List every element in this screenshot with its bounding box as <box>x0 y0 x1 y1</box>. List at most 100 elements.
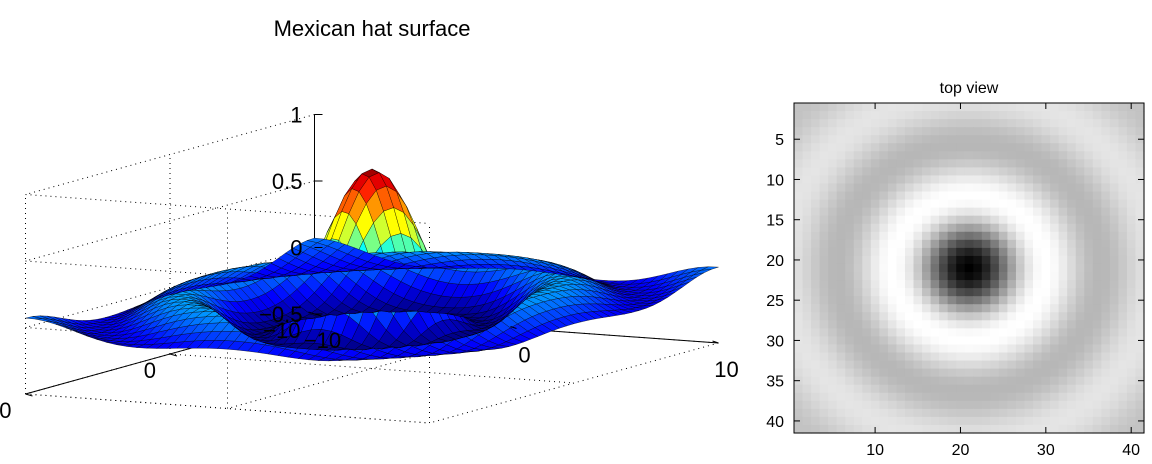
heatmap-cell <box>922 255 932 265</box>
heatmap-cell <box>1126 183 1137 193</box>
heatmap-cell <box>981 304 991 313</box>
heatmap-cell <box>922 376 932 386</box>
heatmap-cell <box>913 143 923 152</box>
heatmap-cell <box>998 119 1009 128</box>
heatmap-cell <box>862 159 872 168</box>
heatmap-cell <box>1007 207 1017 217</box>
heatmap-cell <box>853 336 863 346</box>
heatmap-cell <box>1109 239 1119 249</box>
heatmap-cell <box>1041 416 1051 426</box>
heatmap-cell <box>1050 296 1060 305</box>
heatmap-cell <box>896 167 906 177</box>
heatmap-cell <box>964 328 974 338</box>
heatmap-cell <box>947 135 957 144</box>
z-tick-label: 0 <box>290 236 302 261</box>
heatmap-cell <box>794 392 804 402</box>
heatmap-cell <box>1075 376 1085 386</box>
heatmap-cell <box>939 288 949 297</box>
heatmap-cell <box>922 296 932 305</box>
heatmap-cell <box>845 223 855 233</box>
heatmap-cell <box>1007 223 1017 233</box>
heatmap-cell <box>1067 127 1077 136</box>
heatmap-cell <box>896 272 906 281</box>
heatmap-cell <box>922 167 932 177</box>
heatmap-cell <box>1015 328 1026 338</box>
heatmap-cell <box>896 368 906 378</box>
heatmap-cell <box>1067 368 1077 378</box>
heatmap-cell <box>998 199 1009 209</box>
heatmap-cell <box>836 263 846 273</box>
heatmap-cell <box>1084 255 1094 265</box>
heatmap-cell <box>939 392 949 402</box>
heatmap-cell <box>1015 223 1026 233</box>
heatmap-cell <box>896 215 906 225</box>
heatmap-cell <box>939 280 949 289</box>
heatmap-cell <box>1084 336 1094 346</box>
heatmap-cell <box>964 360 974 370</box>
heatmap-cell <box>1041 231 1051 241</box>
heatmap-cell <box>913 296 923 305</box>
heatmap-cell <box>939 143 949 152</box>
heatmap-cell <box>1050 255 1060 265</box>
heatmap-cell <box>794 199 804 209</box>
heatmap-cell <box>981 135 991 144</box>
heatmap-cell <box>1058 263 1068 273</box>
heatmap-cell <box>981 119 991 128</box>
heatmap-cell <box>802 135 812 144</box>
heatmap-cell <box>1033 111 1043 120</box>
heatmap-cell <box>853 143 863 152</box>
heatmap-cell <box>896 199 906 209</box>
heatmap-cell <box>853 296 863 305</box>
heatmap-cell <box>1109 320 1119 329</box>
heatmap-cell <box>1135 111 1145 120</box>
heatmap-cell <box>939 344 949 354</box>
heatmap-cell <box>870 312 880 321</box>
heatmap-cell <box>836 376 846 386</box>
heatmap-cell <box>1015 207 1026 217</box>
heatmap-cell <box>802 231 812 241</box>
heatmap-cell <box>1033 207 1043 217</box>
heatmap-cell <box>973 424 983 434</box>
heatmap-cell <box>819 127 829 136</box>
heatmap-cell <box>870 199 880 209</box>
heatmap-cell <box>879 400 889 410</box>
heatmap-cell <box>964 288 974 297</box>
heatmap-cell <box>862 263 872 273</box>
heatmap-cell <box>828 103 838 112</box>
heatmap-cell <box>913 207 923 217</box>
heatmap-cell <box>1101 336 1111 346</box>
heatmap-cell <box>1033 312 1043 321</box>
heatmap-cell <box>1015 320 1026 329</box>
heatmap-cell <box>990 280 1000 289</box>
heatmap-cell <box>939 336 949 346</box>
heatmap-cell <box>973 119 983 128</box>
heatmap-cell <box>836 272 846 281</box>
heatmap-cell <box>887 207 898 217</box>
heatmap-cell <box>828 191 838 201</box>
heatmap-cell <box>913 127 923 136</box>
heatmap-cell <box>870 167 880 177</box>
heatmap-cell <box>1135 360 1145 370</box>
heatmap-cell <box>1024 119 1034 128</box>
heatmap-cell <box>1084 376 1094 386</box>
heatmap-cell <box>1126 320 1137 329</box>
heatmap-cell <box>819 167 829 177</box>
heatmap-cell <box>811 151 821 160</box>
heatmap-cell <box>947 416 957 426</box>
heatmap-cell <box>1084 304 1094 313</box>
heatmap-cell <box>1067 424 1077 434</box>
heatmap-cell <box>998 288 1009 297</box>
heatmap-cell <box>1067 352 1077 362</box>
heatmap-cell <box>819 159 829 168</box>
heatmap-cell <box>939 360 949 370</box>
heatmap-cell <box>981 392 991 402</box>
heatmap-cell <box>1101 215 1111 225</box>
heatmap-cell <box>887 255 898 265</box>
heatmap-cell <box>802 223 812 233</box>
heatmap-cell <box>828 159 838 168</box>
heatmap-cell <box>853 408 863 418</box>
heatmap-cell <box>862 408 872 418</box>
heatmap-cell <box>930 103 940 112</box>
heatmap-cell <box>1058 368 1068 378</box>
heatmap-cell <box>1058 183 1068 193</box>
